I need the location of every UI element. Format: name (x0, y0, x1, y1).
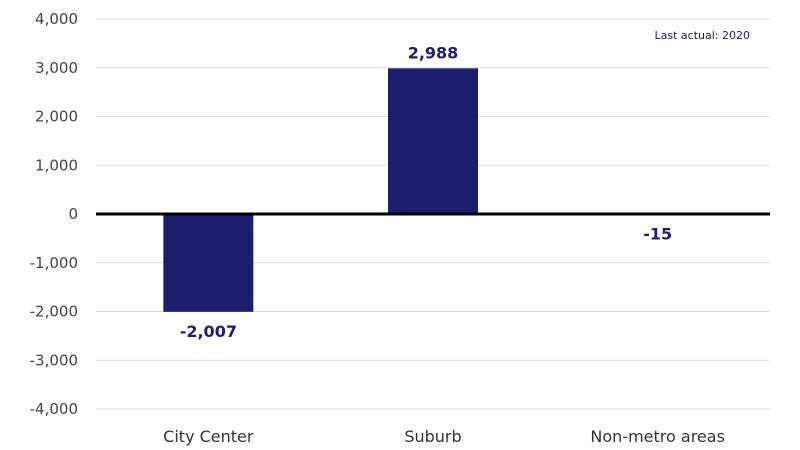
y-tick-label: -1,000 (30, 254, 78, 272)
y-axis-tick-labels: 4,000 3,000 2,000 1,000 0 -1,000 -2,000 -3,000 -… (30, 10, 78, 418)
x-category-label: Suburb (404, 427, 461, 446)
bars (163, 68, 703, 312)
x-axis-category-labels: City Center Suburb Non-metro areas (163, 427, 725, 446)
y-tick-label: -4,000 (30, 400, 78, 418)
y-tick-label: 3,000 (35, 59, 78, 77)
data-label: -2,007 (180, 322, 237, 341)
data-label: 2,988 (408, 43, 459, 62)
data-label: -15 (643, 225, 672, 244)
x-category-label: City Center (163, 427, 254, 446)
y-tick-label: -3,000 (30, 351, 78, 369)
data-labels: -2,007 2,988 -15 (180, 43, 672, 341)
bar-suburb (388, 68, 478, 215)
y-tick-label: -2,000 (30, 303, 78, 321)
y-tick-label: 2,000 (35, 108, 78, 126)
y-tick-label: 0 (68, 205, 78, 223)
bar-city-center (163, 214, 254, 312)
chart-annotation: Last actual: 2020 (655, 29, 750, 42)
y-tick-label: 4,000 (35, 10, 78, 28)
y-tick-label: 1,000 (35, 156, 78, 174)
x-category-label: Non-metro areas (590, 427, 725, 446)
